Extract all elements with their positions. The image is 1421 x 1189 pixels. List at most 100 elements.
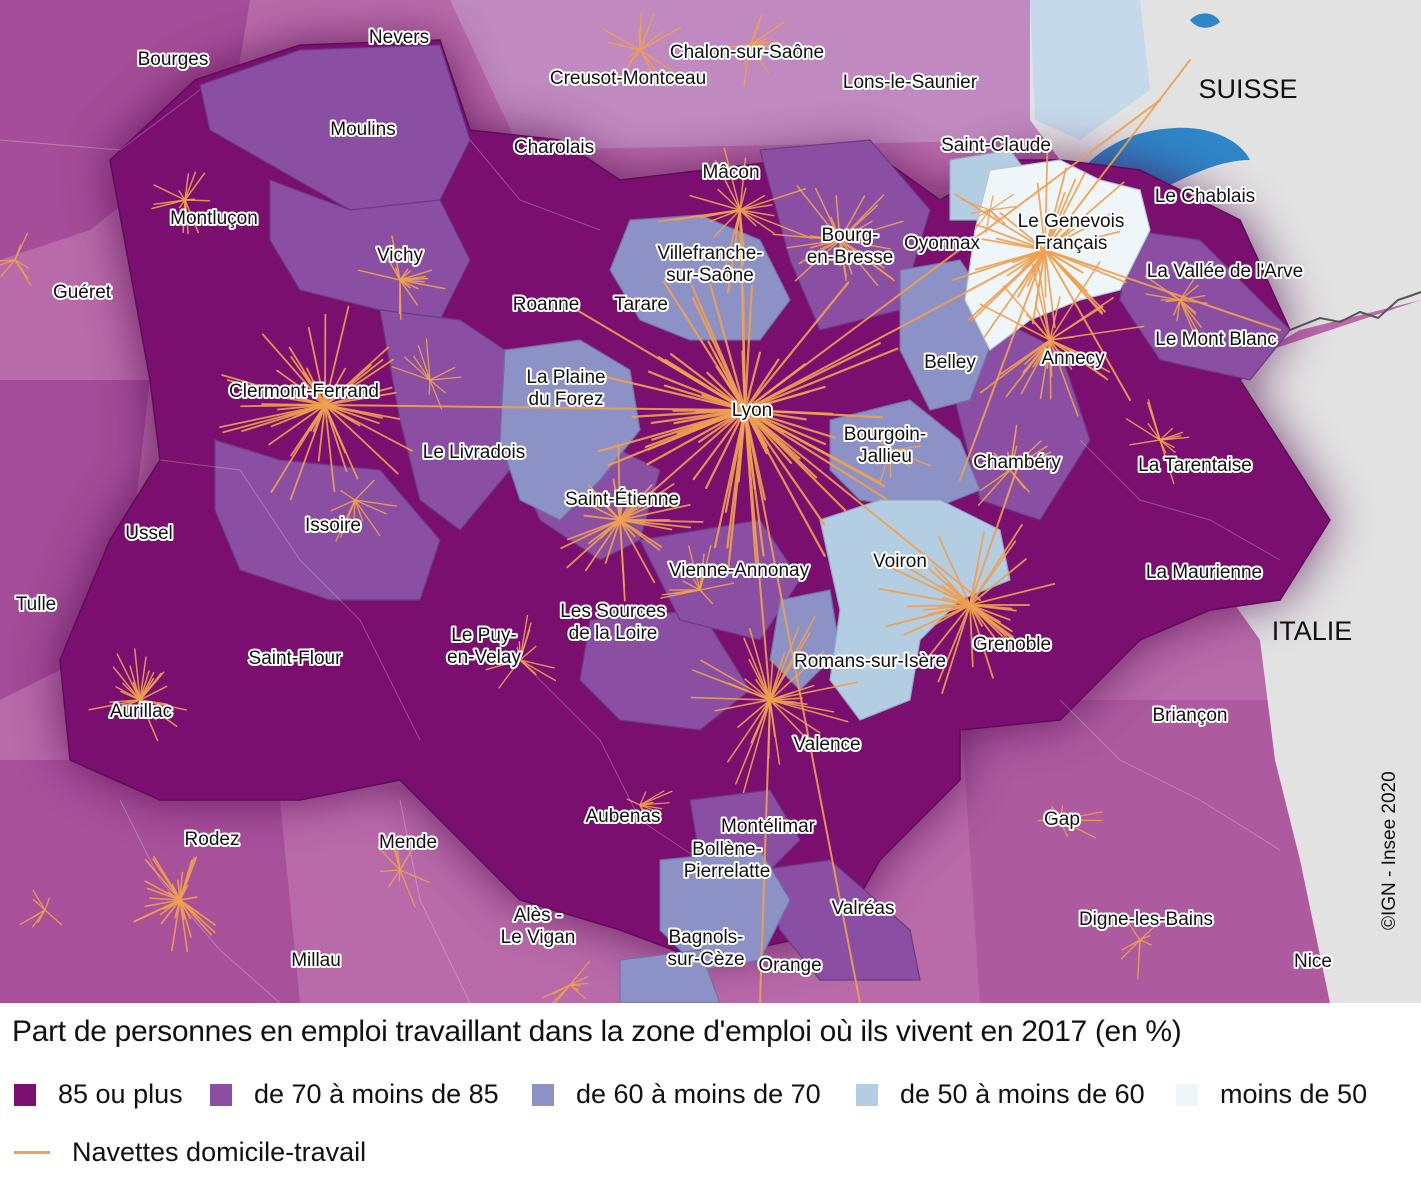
flow-line [739,209,746,411]
flow-line [608,41,641,51]
city-label: Nevers [369,27,429,48]
flow-line [1044,249,1088,293]
flow-line [324,404,380,425]
flow-line [153,184,186,201]
flow-line [969,604,1011,621]
flow-line [889,445,922,451]
flow-line [139,699,187,711]
flow-line [743,408,768,448]
flow-line [690,696,771,701]
flow-line [324,386,393,406]
flow-line [978,209,991,217]
flow-line [112,666,141,701]
city-label-line: Annecy [1041,348,1105,369]
flow-line [1029,254,1051,341]
flow-line [399,279,446,290]
flow-line [1046,339,1051,369]
city-label-line: Gap [1044,809,1080,830]
flow-line [152,858,181,901]
city-label-line: Guéret [53,282,112,303]
flow-line [639,26,682,51]
city-label-line: Le Vigan [501,927,576,948]
flow-line [0,259,16,277]
city-label: Briançon [1153,705,1228,726]
flow-line [619,483,675,521]
flow-line [1037,819,1061,822]
jura-suisse-area [1030,0,1150,140]
flow-line [1129,439,1161,446]
country-label-suisse: SUISSE [1198,74,1297,104]
flow-line [639,30,663,51]
city-label-line: Mâcon [702,162,759,183]
city-label-line: sur-Saône [666,265,754,286]
city-label-line: Mende [379,832,437,853]
flow-line [184,199,211,202]
flow-line [705,44,751,50]
city-label-line: Saint-Flour [249,648,343,669]
flow-line [692,408,747,481]
flow-line [1031,249,1046,325]
legend-label: de 70 à moins de 85 [254,1079,499,1109]
flow-line [688,545,701,591]
flow-line [184,172,206,201]
city-label-line: en-Bresse [807,247,894,268]
flow-line [1044,249,1281,331]
city-label: La Maurienne [1146,562,1262,583]
flow-line [184,199,199,234]
flow-line [399,869,430,884]
flow-line [1049,296,1061,341]
city-label: Le Chablais [1155,186,1255,207]
city-label-line: Bagnols- [669,927,744,948]
flow-line [989,195,994,211]
flow-line [354,499,398,507]
flow-line [352,499,356,534]
city-label-line: Lyon [732,400,773,421]
flow-line [324,305,350,406]
legend-swatch [532,1083,554,1106]
flow-line [134,699,141,720]
flow-line [796,185,841,241]
flow-line [324,404,399,475]
flow-line [839,195,866,241]
flow-line [393,845,401,871]
flow-line [969,604,1000,644]
flow-line [428,379,431,395]
flow-line [391,235,401,281]
flow-line [139,699,178,728]
flow-line [139,699,159,742]
city-label: Le Puy-en-Velay [447,625,521,668]
flow-line [1059,811,1103,821]
flow-line [959,249,1046,481]
flow-line [983,249,1046,339]
flow-line [330,499,356,512]
flow-line [1002,285,1051,341]
flow-line [619,519,704,523]
flow-line [1179,299,1197,316]
city-label-line: La Plaine [526,367,605,388]
flow-line [920,604,971,667]
city-label: Vichy [377,245,424,266]
flow-line [32,909,46,928]
flow-line [723,147,741,211]
flow-line [324,404,336,493]
legend: Part de personnes en emploi travaillant … [0,1003,1421,1189]
flow-line [794,239,841,282]
flow-line [1009,445,1018,471]
city-label: Chalon-sur-Saône [670,42,824,63]
flow-line [786,239,841,249]
flow-line [519,622,532,661]
flow-line [399,869,416,908]
city-label-line: Nice [1294,951,1332,972]
flow-line [324,358,395,406]
map-credit: ©IGN - Insee 2020 [1379,771,1400,930]
flow-line [743,284,754,412]
flow-line [1049,325,1145,341]
flow-line [726,209,741,294]
flow-line [769,626,800,701]
flow-line [1044,230,1121,251]
flow-line [1145,293,1181,301]
flow-line [425,338,431,381]
city-label: Les Sources de la Loire [560,601,666,644]
flow-line [1049,339,1081,355]
city-label: Le Mont Blanc [1155,329,1276,350]
